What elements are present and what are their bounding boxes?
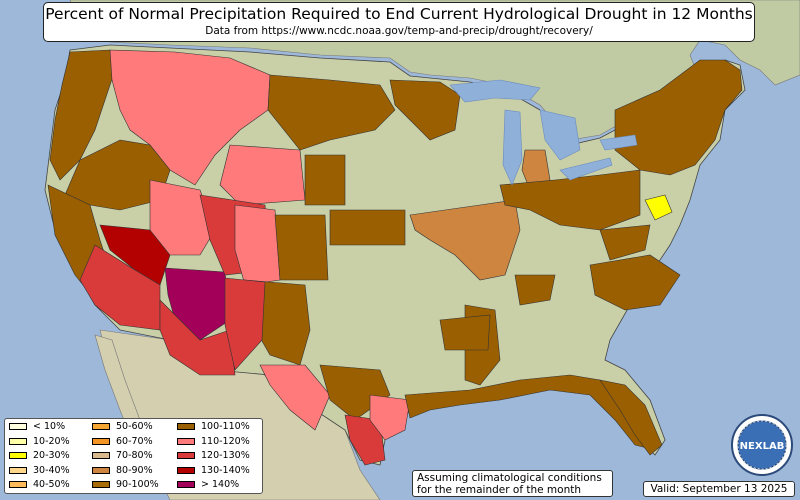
region-upper-midwest	[389, 79, 461, 141]
lake-michigan	[502, 109, 523, 186]
great-lakes	[449, 79, 638, 186]
title-box: Percent of Normal Precipitation Required…	[43, 2, 755, 42]
legend-label: 100-110%	[201, 421, 250, 432]
legend-label: 70-80%	[116, 450, 153, 461]
legend-swatch	[9, 437, 27, 445]
region-kansas-strip	[329, 209, 406, 246]
lake-erie	[559, 157, 613, 181]
legend-label: > 140%	[201, 479, 240, 490]
legend-label: 30-40%	[33, 464, 70, 476]
legend-item: < 10%	[9, 421, 65, 433]
region-dakotas	[304, 154, 346, 206]
assumption-note-line2: for the remainder of the month	[417, 484, 582, 496]
assumption-note-line1: Assuming climatological conditions	[417, 472, 602, 484]
legend-item: 20-30%	[9, 450, 70, 462]
legend-swatch	[9, 466, 27, 474]
legend-item: 130-140%	[177, 465, 250, 477]
valid-date: Valid: September 13 2025	[643, 481, 795, 497]
region-utah	[149, 179, 216, 256]
region-arkansas	[439, 314, 491, 351]
region-idaho-montana-west	[109, 49, 271, 186]
legend-label: < 10%	[33, 421, 66, 432]
legend-item: 90-100%	[92, 479, 159, 491]
legend-item: 100-110%	[177, 421, 250, 433]
legend-swatch	[9, 481, 27, 488]
legend-item: 80-90%	[92, 465, 153, 477]
legend-swatch	[177, 452, 195, 459]
region-mid-atlantic	[644, 194, 673, 221]
drought-regions	[47, 49, 743, 466]
region-virginia	[599, 224, 651, 261]
legend-item: > 140%	[177, 479, 239, 491]
legend-swatch	[9, 423, 27, 430]
legend-item: 60-70%	[92, 436, 153, 448]
region-southern-california	[79, 244, 161, 331]
region-carolinas	[589, 254, 681, 311]
legend-label: 60-70%	[116, 435, 153, 447]
region-new-mexico-west	[224, 277, 266, 371]
legend-label: 130-140%	[201, 464, 250, 476]
legend-item: 110-120%	[177, 436, 250, 448]
assumption-note: Assuming climatological conditions for t…	[412, 470, 613, 497]
lake-superior	[449, 79, 541, 103]
legend: < 10% 10-20% 20-30% 30-40% 40-50% 50-60% 60-70…	[4, 418, 263, 494]
legend-swatch	[92, 423, 110, 430]
legend-label: 50-60%	[116, 421, 153, 432]
legend-swatch	[177, 437, 195, 445]
legend-item: 30-40%	[9, 465, 70, 477]
region-northeast	[614, 59, 743, 176]
region-florida	[599, 379, 663, 456]
region-west-texas	[259, 364, 331, 431]
legend-item: 40-50%	[9, 479, 70, 491]
map-subtitle: Data from https://www.ncdc.noaa.gov/temp…	[205, 25, 593, 37]
region-texas-coast	[369, 394, 411, 441]
region-colorado-east	[234, 204, 281, 286]
legend-swatch	[92, 466, 110, 474]
legend-label: 120-130%	[201, 450, 250, 461]
legend-item: 120-130%	[177, 450, 250, 462]
region-arizona-south	[159, 299, 236, 376]
nexlab-logo-text: NEXLAB	[740, 441, 785, 452]
region-wyoming	[219, 144, 306, 206]
legend-label: 110-120%	[201, 435, 250, 447]
lake-ontario	[599, 134, 638, 151]
legend-label: 40-50%	[33, 479, 70, 490]
legend-swatch	[177, 423, 195, 430]
legend-swatch	[92, 481, 110, 488]
legend-label: 90-100%	[116, 479, 159, 490]
region-montana-east	[267, 74, 396, 151]
legend-label: 10-20%	[33, 435, 70, 447]
legend-swatch	[177, 466, 195, 474]
legend-item: 70-80%	[92, 450, 153, 462]
legend-item: 10-20%	[9, 436, 70, 448]
legend-swatch	[9, 452, 27, 459]
legend-swatch	[177, 481, 195, 488]
map-title: Percent of Normal Precipitation Required…	[45, 5, 753, 23]
legend-label: 80-90%	[116, 464, 153, 476]
legend-swatch	[92, 437, 110, 445]
legend-item: 50-60%	[92, 421, 153, 433]
region-plains-colorado	[274, 214, 329, 281]
legend-label: 20-30%	[33, 450, 70, 461]
legend-swatch	[92, 452, 110, 459]
nexlab-logo: NEXLAB	[731, 414, 793, 476]
region-mid-mississippi	[409, 199, 521, 281]
region-tennessee-valley	[514, 274, 556, 306]
region-gulf-coast	[404, 374, 656, 451]
lake-huron	[539, 109, 581, 161]
